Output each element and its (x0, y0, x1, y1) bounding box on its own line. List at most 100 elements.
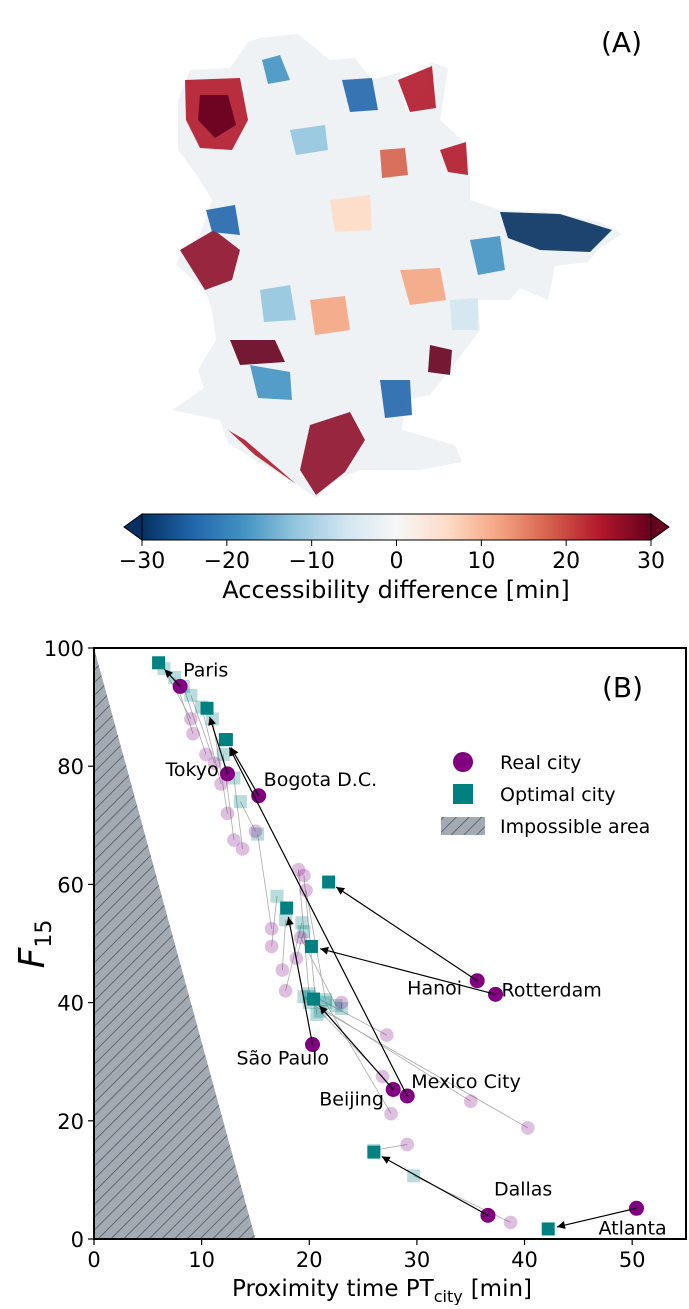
real-marker-faded (334, 995, 349, 1010)
real-marker-faded (264, 939, 279, 954)
connector-line-faded (271, 896, 278, 947)
city-label: Rotterdam (501, 979, 601, 1001)
colorbar-tick-label: −30 (119, 549, 165, 574)
real-marker-faded (275, 963, 290, 977)
x-axis-label-unit: [min] (471, 1276, 532, 1302)
x-tick-label: 0 (87, 1248, 100, 1272)
connector-line-faded (309, 993, 387, 1036)
map-patch (398, 66, 436, 112)
connector-line-faded (190, 695, 215, 764)
connector-line-faded (281, 919, 286, 971)
y-axis-label-subscript: 15 (32, 920, 57, 948)
panel-b-label: (B) (602, 671, 643, 704)
optimal-marker-faded (318, 996, 332, 1010)
map-patch (470, 236, 505, 275)
connector-line-faded (233, 777, 243, 849)
real-city-markers (172, 678, 644, 1230)
city-arrow-line (381, 1155, 489, 1216)
legend: Real city Optimal city Impossible area (441, 752, 650, 838)
x-axis-label-subscript: city (434, 1287, 463, 1305)
plot-frame (93, 647, 687, 1240)
colorbar-min-extend (123, 513, 143, 541)
connector-line-faded (285, 922, 303, 991)
real-marker-faded (186, 726, 200, 741)
legend-label: Optimal city (500, 784, 616, 806)
city-arrow-head (208, 716, 216, 726)
colorbar-tick-label: −20 (204, 549, 250, 574)
optimal-marker-faded (310, 1007, 324, 1021)
city-arrow-line (228, 747, 408, 1097)
city-arrow-head (229, 747, 237, 757)
real-marker-faded (520, 1121, 535, 1135)
real-marker-faded (503, 1215, 518, 1230)
city-label: São Paulo (237, 1048, 330, 1070)
colorbar-label: Accessibility difference [min] (222, 576, 569, 604)
optimal-marker (280, 901, 294, 915)
city-arrow-head (320, 946, 329, 955)
connector-line-faded (303, 996, 471, 1102)
optimal-marker (367, 1145, 381, 1159)
city-label: Beijing (319, 1088, 384, 1110)
connector-line-faded (298, 869, 310, 997)
x-tick-label: 50 (619, 1248, 646, 1272)
city-arrow-head (164, 669, 173, 679)
optimal-marker (307, 992, 321, 1006)
map-patch (230, 340, 285, 365)
city-label: Bogota D.C. (264, 769, 377, 791)
city-label: Atlanta (598, 1217, 666, 1239)
y-axis-label-main: F (12, 946, 53, 968)
y-axis-label: F15 (12, 920, 57, 969)
colorbar-tick-label: 10 (467, 549, 495, 574)
colorbar-bar (141, 513, 652, 541)
city-arrows (164, 669, 637, 1229)
connector-line-faded (163, 668, 192, 720)
map-patch (500, 212, 612, 252)
map-patch (250, 365, 292, 400)
optimal-marker (200, 701, 214, 715)
real-marker-faded (207, 756, 222, 771)
city-label: Tokyo (164, 759, 218, 781)
y-axis-ticks: 0 20 40 60 80 100 (44, 637, 94, 1252)
map-patch (180, 230, 240, 290)
real-marker-faded (248, 824, 263, 839)
accessibility-difference-map (172, 34, 622, 498)
optimal-marker-faded (329, 999, 343, 1013)
real-marker-faded (227, 833, 241, 847)
x-tick-label: 30 (404, 1248, 431, 1272)
map-patch (198, 95, 236, 138)
optimal-city-markers (152, 656, 555, 1236)
map-patch (290, 125, 328, 155)
map-patch (342, 78, 378, 112)
city-arrow-line (230, 747, 260, 797)
real-marker-faded (184, 712, 198, 726)
city-arrow-line (335, 886, 478, 982)
impossible-area (94, 648, 256, 1239)
optimal-marker (152, 656, 166, 670)
real-marker-faded (278, 983, 293, 998)
real-marker-faded (299, 883, 313, 898)
real-marker-faded (400, 1137, 415, 1152)
optimal-marker-faded (335, 1002, 349, 1016)
real-marker-faded (297, 868, 311, 883)
city-arrow-head (336, 887, 346, 895)
y-tick-label: 100 (44, 637, 84, 661)
city-labels: Paris Tokyo Bogota D.C. Hanoi Rotterdam São P… (164, 659, 666, 1239)
real-marker-faded (384, 1106, 398, 1121)
map-patch (330, 195, 372, 232)
x-axis-label-main: Proximity time PT (232, 1276, 435, 1302)
optimal-marker (304, 939, 318, 953)
connector-line-faded (295, 931, 305, 959)
city-arrow-line (319, 1005, 394, 1090)
real-marker-faded (379, 1028, 394, 1042)
svg-text:F15: F15 (12, 920, 57, 969)
city-arrow-line (556, 1207, 637, 1228)
map-patch (262, 55, 290, 84)
optimal-marker (322, 875, 336, 889)
panel-a-label: (A) (601, 26, 642, 59)
optimal-marker (541, 1222, 555, 1236)
connector-line-faded (257, 834, 272, 929)
x-tick-label: 20 (296, 1248, 323, 1272)
real-marker-faded (220, 806, 235, 821)
